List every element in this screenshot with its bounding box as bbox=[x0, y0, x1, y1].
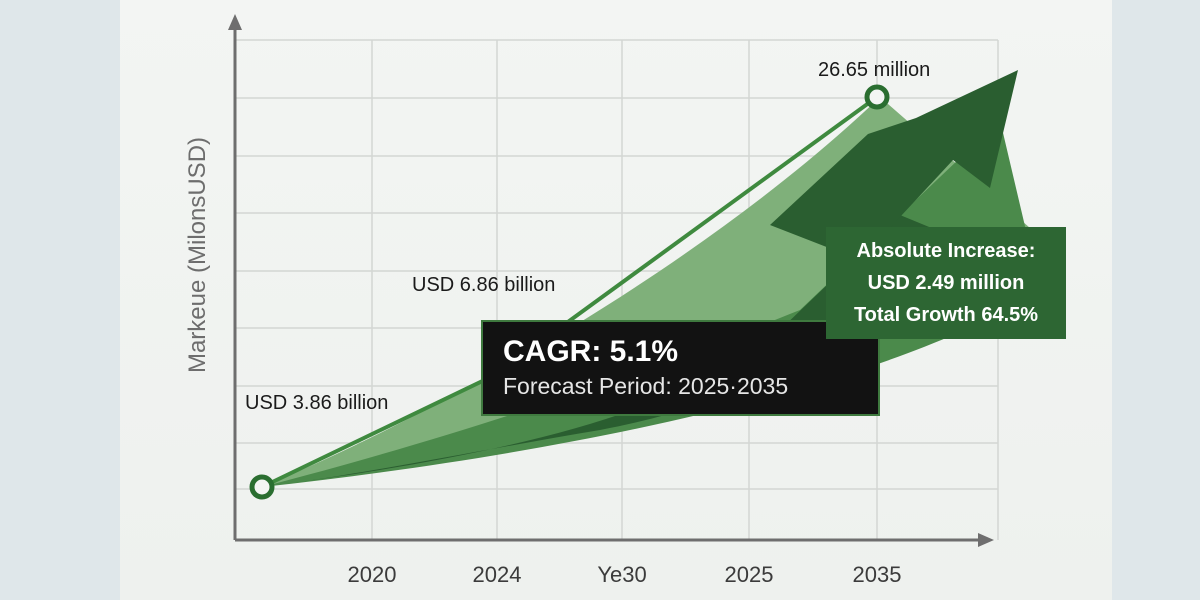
y-axis-label: Markeue (MilonsUSD) bbox=[184, 137, 211, 373]
x-tick-label: 2035 bbox=[853, 562, 902, 587]
cagr-callout: CAGR: 5.1% Forecast Period: 2025·2035 bbox=[481, 320, 880, 416]
total-growth: Total Growth 64.5% bbox=[853, 304, 1039, 326]
x-axis-arrowhead bbox=[978, 533, 994, 547]
label-26-65-million: 26.65 million bbox=[818, 59, 930, 81]
x-tick-label: Ye30 bbox=[597, 562, 646, 587]
x-tick-label: 2025 bbox=[725, 562, 774, 587]
label-usd-3-86-billion: USD 3.86 billion bbox=[245, 392, 388, 414]
increase-title: Absolute Increase: bbox=[856, 240, 1036, 262]
end-point-marker bbox=[864, 84, 890, 110]
axes bbox=[228, 14, 994, 547]
cagr-title: CAGR: 5.1% bbox=[503, 335, 679, 368]
x-tick-label: 2020 bbox=[348, 562, 397, 587]
label-usd-6-86-billion: USD 6.86 billion bbox=[412, 274, 555, 296]
x-tick-labels: 2020 2024 Ye30 2025 2035 bbox=[348, 562, 902, 587]
increase-value: USD 2.49 million bbox=[867, 272, 1025, 294]
y-axis-arrowhead bbox=[228, 14, 242, 30]
growth-arrow-icon bbox=[770, 70, 1018, 260]
forecast-period: Forecast Period: 2025·2035 bbox=[503, 373, 789, 399]
start-point-marker bbox=[249, 474, 275, 500]
x-tick-label: 2024 bbox=[473, 562, 522, 587]
absolute-increase-callout: Absolute Increase: USD 2.49 million Tota… bbox=[826, 227, 1066, 339]
